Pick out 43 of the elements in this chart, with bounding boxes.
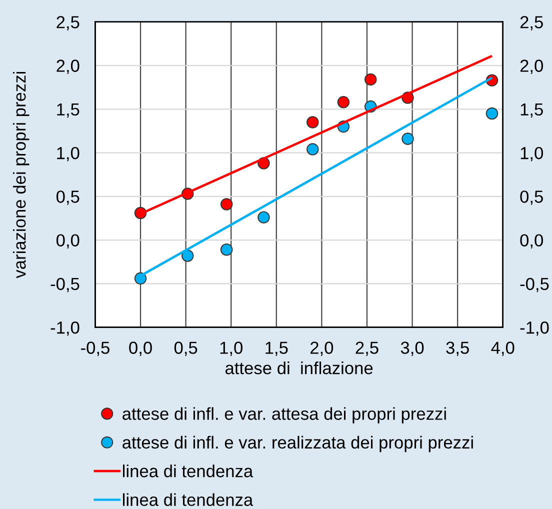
- y2-tick-label: 2,5: [520, 16, 543, 30]
- legend-label: linea di tendenza: [123, 493, 254, 506]
- y2-tick-label: 1,0: [520, 146, 543, 162]
- y2-tick-label: 1,5: [520, 103, 543, 118]
- point: [306, 143, 319, 156]
- point: [306, 116, 319, 128]
- point: [486, 107, 498, 120]
- y2-tick-label: -1,0: [520, 321, 549, 336]
- point: [181, 250, 194, 262]
- x-tick-label: 3,0: [400, 342, 424, 356]
- y-tick-label: -0,5: [50, 278, 80, 292]
- x-tick-label: 0,0: [129, 342, 152, 356]
- point: [337, 96, 350, 108]
- y-axis-title: variazione dei propri prezzi: [13, 72, 30, 278]
- x-tick-label: 2,0: [310, 342, 334, 356]
- y-tick-label: -1,0: [50, 321, 80, 336]
- x-tick-label: 0,5: [174, 342, 198, 356]
- x-tick-label: 2,5: [356, 342, 378, 356]
- legend-label: linea di tendenza: [123, 464, 254, 478]
- y2-tick-label: 2,0: [520, 60, 543, 74]
- point: [134, 272, 147, 285]
- y-tick-label: 0,0: [56, 234, 80, 249]
- point: [402, 132, 414, 145]
- x-tick-label: 4,0: [491, 342, 514, 356]
- y2-tick-label: 0,0: [520, 234, 543, 249]
- point: [364, 73, 377, 86]
- x-tick-label: -0,5: [81, 342, 110, 356]
- y-tick-label: 2,0: [56, 60, 80, 74]
- y-tick-label: 1,0: [57, 146, 80, 162]
- point: [258, 211, 270, 224]
- x-axis-title: attese di inflazione: [225, 362, 373, 374]
- y-tick-label: 1,5: [57, 103, 80, 118]
- x-tick-label: 1,5: [266, 342, 288, 356]
- y-tick-label: 2,5: [56, 16, 80, 30]
- point: [220, 244, 233, 256]
- y2-tick-label: -0,5: [520, 278, 549, 292]
- x-tick-label: 3,5: [446, 342, 469, 356]
- y2-tick-label: 0,5: [520, 190, 543, 205]
- legend-label: attese di infl. e var. realizzata dei propri prezzi: [122, 436, 473, 452]
- legend-label: attese di infl. e var. attesa dei propri prezzi: [122, 407, 446, 424]
- x-tick-label: 1,0: [220, 342, 242, 356]
- point: [220, 198, 233, 210]
- y-tick-label: 0,5: [56, 190, 80, 205]
